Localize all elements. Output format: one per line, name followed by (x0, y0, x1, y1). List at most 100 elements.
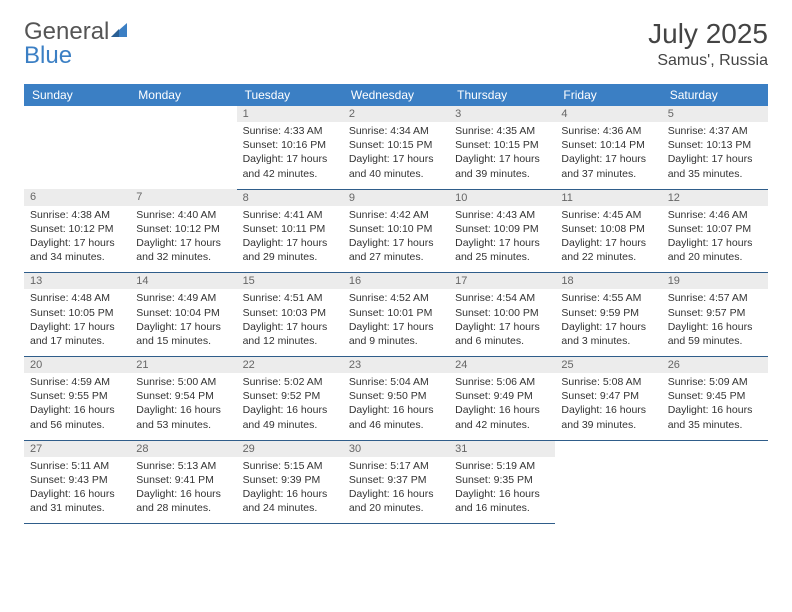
daynum-row: 20212223242526 (24, 357, 768, 374)
sunrise-text: Sunrise: 5:04 AM (349, 375, 443, 389)
sunrise-text: Sunrise: 5:11 AM (30, 459, 124, 473)
day-details: Sunrise: 4:51 AMSunset: 10:03 PMDaylight… (243, 289, 337, 348)
daylight-text: Daylight: 17 hours and 9 minutes. (349, 320, 443, 348)
daylight-text: Daylight: 16 hours and 59 minutes. (668, 320, 762, 348)
sunset-text: Sunset: 10:09 PM (455, 222, 549, 236)
day-number: 2 (343, 106, 449, 122)
sunrise-text: Sunrise: 4:59 AM (30, 375, 124, 389)
sunset-text: Sunset: 9:57 PM (668, 306, 762, 320)
day-details: Sunrise: 4:37 AMSunset: 10:13 PMDaylight… (668, 122, 762, 181)
day-number: 17 (449, 273, 555, 290)
day-number: 30 (343, 440, 449, 457)
day-details: Sunrise: 5:13 AMSunset: 9:41 PMDaylight:… (136, 457, 230, 516)
day-cell: Sunrise: 5:00 AMSunset: 9:54 PMDaylight:… (130, 373, 236, 440)
day-number: 20 (24, 357, 130, 374)
sunset-text: Sunset: 10:12 PM (136, 222, 230, 236)
daylight-text: Daylight: 17 hours and 3 minutes. (561, 320, 655, 348)
day-details: Sunrise: 5:15 AMSunset: 9:39 PMDaylight:… (243, 457, 337, 516)
sunrise-text: Sunrise: 4:54 AM (455, 291, 549, 305)
day-number (130, 106, 236, 122)
title-block: July 2025 Samus', Russia (648, 18, 768, 70)
day-cell: Sunrise: 4:54 AMSunset: 10:00 PMDaylight… (449, 289, 555, 356)
sunrise-text: Sunrise: 5:19 AM (455, 459, 549, 473)
day-details: Sunrise: 5:00 AMSunset: 9:54 PMDaylight:… (136, 373, 230, 432)
daylight-text: Daylight: 16 hours and 56 minutes. (30, 403, 124, 431)
weekday-header: Tuesday (237, 84, 343, 106)
day-details: Sunrise: 4:41 AMSunset: 10:11 PMDaylight… (243, 206, 337, 265)
daylight-text: Daylight: 16 hours and 35 minutes. (668, 403, 762, 431)
brand-sail-icon (109, 21, 129, 44)
day-cell: Sunrise: 4:36 AMSunset: 10:14 PMDaylight… (555, 122, 661, 189)
daylight-text: Daylight: 17 hours and 39 minutes. (455, 152, 549, 180)
sunset-text: Sunset: 9:39 PM (243, 473, 337, 487)
day-number: 16 (343, 273, 449, 290)
sunset-text: Sunset: 9:37 PM (349, 473, 443, 487)
day-details: Sunrise: 4:55 AMSunset: 9:59 PMDaylight:… (561, 289, 655, 348)
day-number: 11 (555, 189, 661, 206)
day-cell: Sunrise: 5:13 AMSunset: 9:41 PMDaylight:… (130, 457, 236, 524)
week-row: Sunrise: 5:11 AMSunset: 9:43 PM Daylight:… (24, 457, 768, 524)
sunset-text: Sunset: 9:55 PM (30, 389, 124, 403)
daylight-text: Daylight: 17 hours and 40 minutes. (349, 152, 443, 180)
day-details: Sunrise: 4:38 AMSunset: 10:12 PMDaylight… (30, 206, 124, 265)
sunset-text: Sunset: 9:54 PM (136, 389, 230, 403)
sunrise-text: Sunrise: 4:33 AM (243, 124, 337, 138)
day-number: 7 (130, 189, 236, 206)
day-number: 18 (555, 273, 661, 290)
sunset-text: Sunset: 9:43 PM (30, 473, 124, 487)
day-details: Sunrise: 5:06 AMSunset: 9:49 PMDaylight:… (455, 373, 549, 432)
day-details: Sunrise: 5:04 AMSunset: 9:50 PMDaylight:… (349, 373, 443, 432)
day-details: Sunrise: 4:33 AMSunset: 10:16 PMDaylight… (243, 122, 337, 181)
day-cell: Sunrise: 4:45 AMSunset: 10:08 PMDaylight… (555, 206, 661, 273)
daylight-text: Daylight: 16 hours and 20 minutes. (349, 487, 443, 515)
daylight-text: Daylight: 17 hours and 25 minutes. (455, 236, 549, 264)
day-number: 25 (555, 357, 661, 374)
sunrise-text: Sunrise: 4:55 AM (561, 291, 655, 305)
day-details: Sunrise: 5:08 AMSunset: 9:47 PMDaylight:… (561, 373, 655, 432)
sunset-text: Sunset: 10:11 PM (243, 222, 337, 236)
daynum-row: 2728293031 (24, 440, 768, 457)
day-number: 27 (24, 440, 130, 457)
day-cell: Sunrise: 4:37 AMSunset: 10:13 PMDaylight… (662, 122, 768, 189)
sunset-text: Sunset: 10:03 PM (243, 306, 337, 320)
day-cell: Sunrise: 5:02 AMSunset: 9:52 PMDaylight:… (237, 373, 343, 440)
day-cell: Sunrise: 4:55 AMSunset: 9:59 PMDaylight:… (555, 289, 661, 356)
sunrise-text: Sunrise: 5:06 AM (455, 375, 549, 389)
day-cell (24, 122, 130, 189)
sunrise-text: Sunrise: 5:09 AM (668, 375, 762, 389)
day-number (662, 440, 768, 457)
sunrise-text: Sunrise: 4:52 AM (349, 291, 443, 305)
weekday-header: Friday (555, 84, 661, 106)
sunrise-text: Sunrise: 5:08 AM (561, 375, 655, 389)
sunset-text: Sunset: 10:04 PM (136, 306, 230, 320)
sunset-text: Sunset: 9:50 PM (349, 389, 443, 403)
day-cell: Sunrise: 4:35 AMSunset: 10:15 PMDaylight… (449, 122, 555, 189)
daylight-text: Daylight: 17 hours and 35 minutes. (668, 152, 762, 180)
sunrise-text: Sunrise: 5:02 AM (243, 375, 337, 389)
day-details: Sunrise: 4:59 AMSunset: 9:55 PMDaylight:… (30, 373, 124, 432)
calendar-table: Sunday Monday Tuesday Wednesday Thursday… (24, 84, 768, 524)
sunrise-text: Sunrise: 4:48 AM (30, 291, 124, 305)
day-number: 26 (662, 357, 768, 374)
day-cell (555, 457, 661, 524)
day-details: Sunrise: 5:09 AMSunset: 9:45 PMDaylight:… (668, 373, 762, 432)
day-details: Sunrise: 4:48 AMSunset: 10:05 PMDaylight… (30, 289, 124, 348)
day-cell: Sunrise: 4:57 AMSunset: 9:57 PMDaylight:… (662, 289, 768, 356)
daylight-text: Daylight: 17 hours and 20 minutes. (668, 236, 762, 264)
day-cell: Sunrise: 4:41 AMSunset: 10:11 PMDaylight… (237, 206, 343, 273)
sunrise-text: Sunrise: 4:42 AM (349, 208, 443, 222)
day-details: Sunrise: 4:36 AMSunset: 10:14 PMDaylight… (561, 122, 655, 181)
daylight-text: Daylight: 17 hours and 42 minutes. (243, 152, 337, 180)
day-cell: Sunrise: 4:46 AMSunset: 10:07 PMDaylight… (662, 206, 768, 273)
day-cell: Sunrise: 4:49 AMSunset: 10:04 PMDaylight… (130, 289, 236, 356)
sunset-text: Sunset: 9:41 PM (136, 473, 230, 487)
brand-word2: Blue (24, 42, 72, 69)
week-row: Sunrise: 4:33 AMSunset: 10:16 PMDaylight… (24, 122, 768, 189)
day-details: Sunrise: 4:40 AMSunset: 10:12 PMDaylight… (136, 206, 230, 265)
sunset-text: Sunset: 10:10 PM (349, 222, 443, 236)
day-details: Sunrise: 4:35 AMSunset: 10:15 PMDaylight… (455, 122, 549, 181)
daylight-text: Daylight: 16 hours and 39 minutes. (561, 403, 655, 431)
day-cell: Sunrise: 5:15 AMSunset: 9:39 PMDaylight:… (237, 457, 343, 524)
day-details: Sunrise: 4:52 AMSunset: 10:01 PMDaylight… (349, 289, 443, 348)
day-details: Sunrise: 5:02 AMSunset: 9:52 PMDaylight:… (243, 373, 337, 432)
